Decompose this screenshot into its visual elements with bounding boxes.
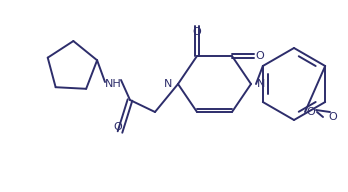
Text: N: N — [164, 79, 172, 89]
Text: NH: NH — [105, 79, 121, 89]
Text: O: O — [329, 112, 337, 122]
Text: O: O — [193, 27, 201, 37]
Text: N: N — [257, 79, 266, 89]
Text: O: O — [114, 122, 122, 132]
Text: O: O — [307, 107, 315, 117]
Text: O: O — [256, 51, 264, 61]
